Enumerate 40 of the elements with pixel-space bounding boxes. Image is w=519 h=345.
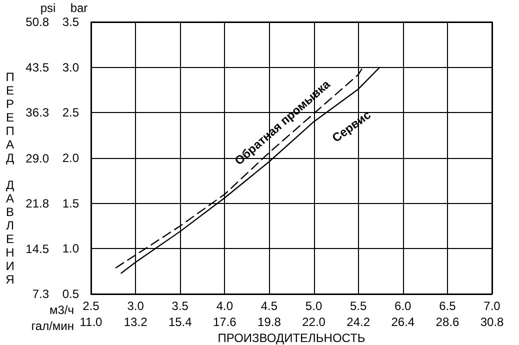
y2-tick-label: 29.0 bbox=[26, 151, 50, 166]
y2-tick-label: 21.8 bbox=[26, 196, 50, 210]
x2-tick-label: 26.4 bbox=[391, 315, 415, 329]
text: гал/мин bbox=[31, 319, 74, 333]
y-tick-label: 2.0 bbox=[62, 151, 80, 165]
x-tick-label: 6.5 bbox=[439, 299, 456, 313]
text: psi bbox=[40, 1, 56, 15]
x-axis-title: ПРОИЗВОДИТЕЛЬНОСТЬ bbox=[218, 331, 366, 345]
x2-tick-label: 15.4 bbox=[168, 315, 192, 329]
x2-tick-label: 22.0 bbox=[302, 315, 326, 329]
y2-tick-label: 43.5 bbox=[26, 60, 50, 75]
y-tick-label: 1.5 bbox=[62, 196, 80, 210]
y-tick-label: 1.0 bbox=[62, 242, 80, 256]
x2-tick-label: 11.0 bbox=[80, 315, 103, 329]
text: ПЕРЕПАД ДАВЛЕНИЯ bbox=[6, 70, 14, 286]
x-tick-label: 3.5 bbox=[172, 299, 189, 313]
x-tick-label: 3.0 bbox=[127, 299, 144, 313]
x-tick-label: 2.5 bbox=[82, 299, 100, 313]
y-tick-label: 2.5 bbox=[62, 106, 80, 120]
y-tick-label: 0.5 bbox=[62, 287, 80, 301]
x2-tick-label: 13.2 bbox=[124, 315, 148, 329]
x-tick-label: 5.0 bbox=[305, 299, 322, 313]
x2-tick-label: 19.8 bbox=[258, 315, 282, 329]
x-tick-label: 4.0 bbox=[216, 299, 234, 313]
text: м3/ч bbox=[49, 303, 74, 317]
x-tick-label: 5.5 bbox=[350, 299, 367, 313]
x2-tick-label: 24.2 bbox=[346, 315, 370, 329]
x-tick-label: 7.0 bbox=[484, 299, 501, 313]
y2-tick-label: 14.5 bbox=[26, 242, 50, 256]
y-tick-label: 3.0 bbox=[62, 60, 80, 74]
x2-tick-label: 28.6 bbox=[436, 315, 460, 329]
y2-tick-label: 7.3 bbox=[32, 287, 50, 301]
x-tick-label: 4.5 bbox=[260, 299, 278, 313]
y2-tick-label: 36.3 bbox=[26, 106, 50, 120]
y-tick-label: 3.5 bbox=[62, 15, 80, 29]
x2-tick-label: 30.8 bbox=[480, 315, 504, 329]
x2-tick-label: 17.6 bbox=[212, 315, 237, 329]
text: bar bbox=[70, 1, 88, 15]
y2-tick-label: 50.8 bbox=[26, 15, 50, 29]
x-tick-label: 6.0 bbox=[394, 299, 412, 313]
